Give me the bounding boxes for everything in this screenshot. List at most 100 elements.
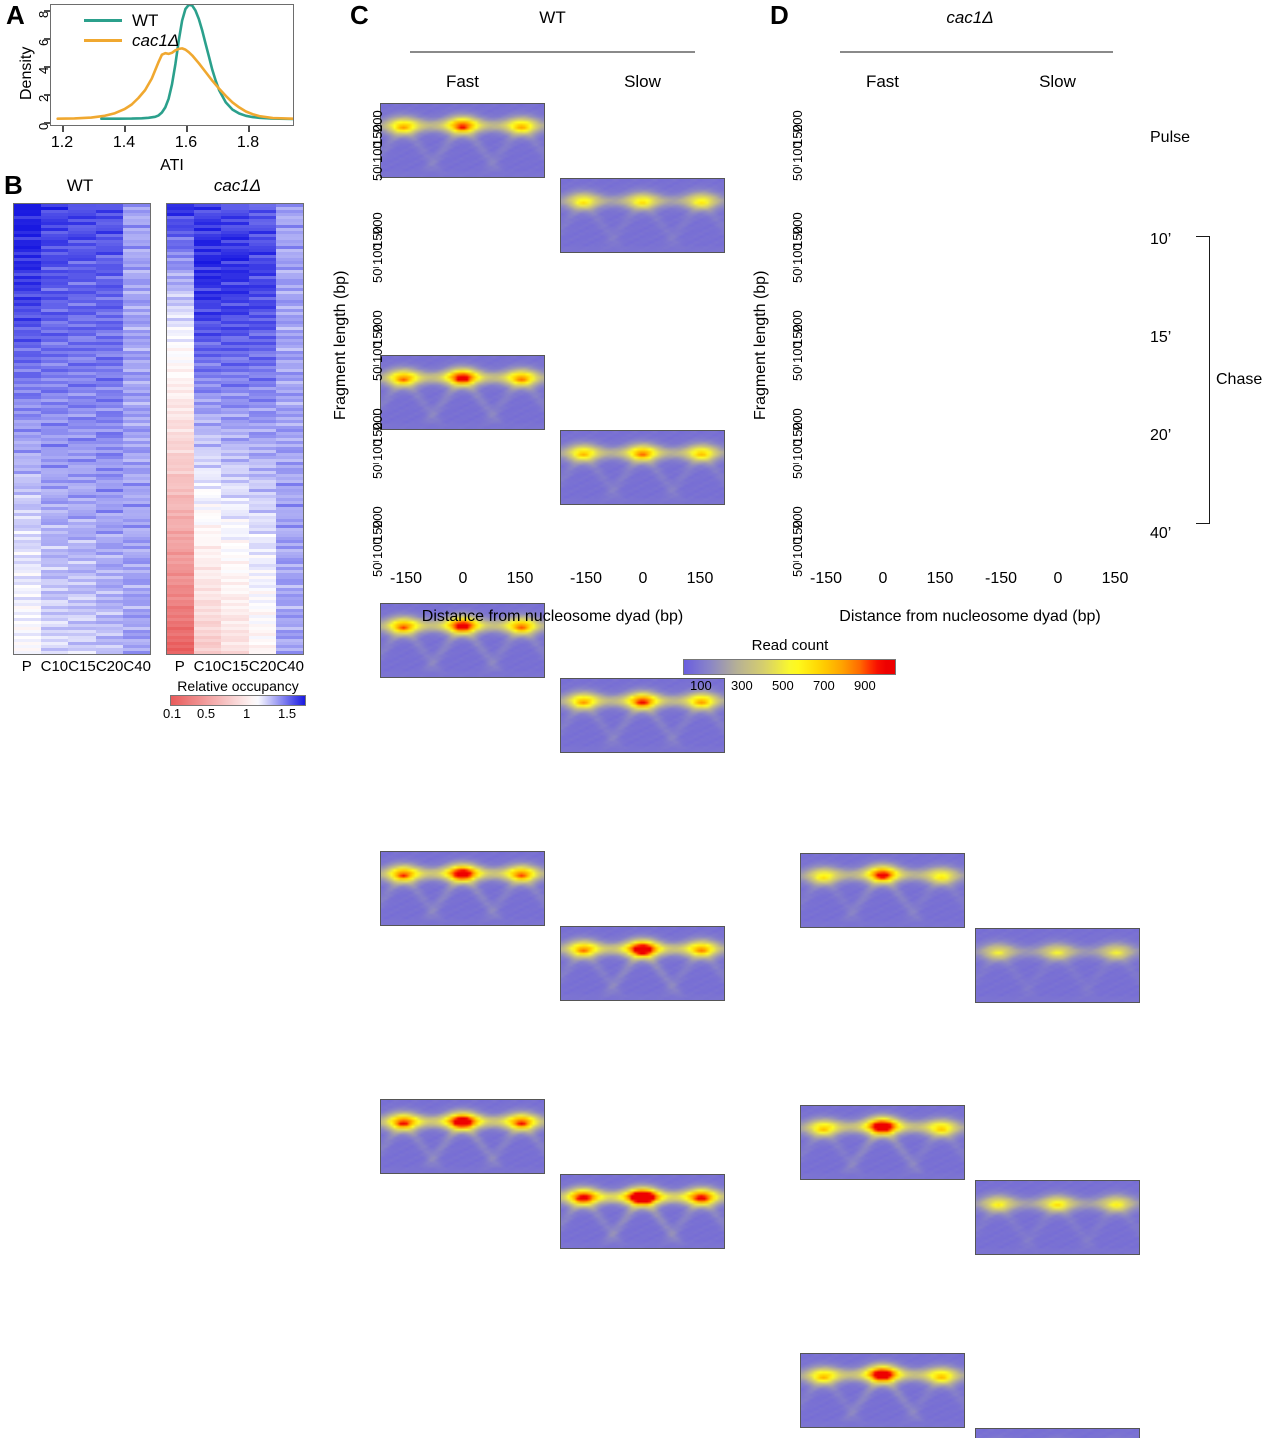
panel-a-ytick-4: 8 bbox=[36, 10, 51, 18]
panel-c-ytickmark bbox=[373, 130, 379, 132]
panel-a-xtick-2: 1.6 bbox=[174, 134, 198, 151]
panel-c-xtick-slow-2: 150 bbox=[686, 570, 714, 587]
panel-d-ytickmark bbox=[793, 164, 799, 166]
panel-d-ytick-50: 50 bbox=[790, 366, 805, 381]
panel-c-tile-Pulse-slow[interactable] bbox=[560, 178, 725, 253]
panel-c-col-title-slow: Slow bbox=[624, 72, 661, 91]
panel-d-ytickmark bbox=[793, 542, 799, 544]
panel-c-ytickmark bbox=[373, 511, 379, 514]
panel-d-group-title: cac1Δ bbox=[946, 8, 994, 27]
panel-a-legend-label-cac1: cac1Δ bbox=[132, 31, 180, 50]
readcount-tick-2: 500 bbox=[772, 678, 794, 693]
panel-a-xtick-1: 1.4 bbox=[112, 134, 136, 151]
panel-c-ytick-100: 100 bbox=[370, 140, 385, 163]
panel-d-tile-10-slow[interactable] bbox=[975, 1180, 1140, 1255]
panel-c-ytick-50: 50 bbox=[370, 464, 385, 479]
panel-c-ytickmark bbox=[373, 248, 379, 250]
panel-a-letter: A bbox=[6, 0, 25, 30]
panel-c-tile-40-fast[interactable] bbox=[380, 1099, 545, 1174]
panel-d-tile-15-fast[interactable] bbox=[800, 1353, 965, 1428]
readcount-colorbar bbox=[683, 659, 896, 675]
panel-b-xlabels-cac1: P C10 C15 C20 C40 bbox=[166, 658, 304, 675]
row-label-Pulse: Pulse bbox=[1150, 128, 1191, 146]
panel-b-col-label-c15: C15 bbox=[68, 658, 96, 675]
panel-c-ytick-50: 50 bbox=[370, 268, 385, 283]
panel-c-tile-20-slow[interactable] bbox=[560, 926, 725, 1001]
panel-d-letter: D bbox=[770, 0, 789, 30]
panel-b-col-label-c10: C10 bbox=[40, 658, 69, 675]
panel-c-ylabel: Fragment length (bp) bbox=[332, 270, 349, 420]
readcount-colorbar-ticks: 100 300 500 700 900 bbox=[683, 678, 896, 696]
panel-d-col-title-slow: Slow bbox=[1039, 72, 1076, 91]
panel-b-heatmap-cac1[interactable] bbox=[166, 203, 304, 655]
panel-a-ytickmark-0 bbox=[44, 122, 50, 124]
panel-b-col-label-c20-2: C20 bbox=[248, 658, 277, 675]
panel-c-ytickmark bbox=[373, 444, 379, 446]
panel-a-xtick-3: 1.8 bbox=[236, 134, 260, 151]
panel-d-ytickmark bbox=[793, 346, 799, 348]
panel-a-xtickmark-0 bbox=[62, 126, 64, 132]
readcount-legend-title: Read count bbox=[751, 637, 829, 654]
panel-c-ytickmark bbox=[373, 232, 379, 234]
panel-b-col-label-p-2: P bbox=[174, 658, 185, 675]
panel-c-tile-10-fast[interactable] bbox=[380, 355, 545, 430]
panel-d-ytick-50: 50 bbox=[790, 268, 805, 283]
panel-b-letter: B bbox=[4, 170, 23, 200]
panel-a-xtickmark-1 bbox=[124, 126, 126, 132]
panel-c-tile-20-fast[interactable] bbox=[380, 851, 545, 926]
panel-c-xtick-slow-0: -150 bbox=[569, 570, 603, 587]
panel-c-tile-Pulse-fast[interactable] bbox=[380, 103, 545, 178]
readcount-tick-4: 900 bbox=[854, 678, 876, 693]
panel-d-ytickmark bbox=[793, 248, 799, 250]
panel-b-col-label-c10-2: C10 bbox=[193, 658, 222, 675]
panel-a-ytickmark-3 bbox=[44, 38, 50, 40]
chase-label: Chase bbox=[1216, 371, 1263, 388]
panel-a-plot-frame bbox=[50, 4, 294, 126]
panel-d-xtick-fast-1: 0 bbox=[878, 570, 888, 587]
panel-d-ytickmark bbox=[793, 232, 799, 234]
panel-c-group-rule bbox=[410, 51, 695, 53]
panel-d-ytick-50: 50 bbox=[790, 464, 805, 479]
panel-d-ytickmark bbox=[793, 526, 799, 528]
panel-c-ytickmark bbox=[373, 164, 379, 166]
row-label-20: 20’ bbox=[1150, 426, 1172, 444]
panel-b-col-label-c40-2: C40 bbox=[276, 658, 304, 675]
readcount-tick-3: 700 bbox=[813, 678, 835, 693]
panel-c-xtick-slow-1: 0 bbox=[638, 570, 648, 587]
panel-c-ytickmark bbox=[373, 330, 379, 332]
panel-d-tile-10-fast[interactable] bbox=[800, 1105, 965, 1180]
panel-c-ytick-100: 100 bbox=[370, 242, 385, 265]
panel-d-tile-Pulse-slow[interactable] bbox=[975, 928, 1140, 1003]
panel-a-legend-swatch-cac1 bbox=[84, 39, 122, 42]
panel-c-tile-10-slow[interactable] bbox=[560, 430, 725, 505]
panel-b-col-label-p: P bbox=[21, 658, 32, 675]
panel-c-ytickmark bbox=[373, 346, 379, 348]
panel-c-ytick-100: 100 bbox=[370, 438, 385, 461]
panel-d-ytickmark bbox=[793, 146, 799, 148]
panel-b-col-label-c20: C20 bbox=[95, 658, 124, 675]
panel-d-tile-15-slow[interactable] bbox=[975, 1428, 1140, 1438]
panel-b-colorbar-ticks: 0.1 0.5 1 1.5 bbox=[163, 706, 313, 722]
panel-d-ytick-100: 100 bbox=[790, 438, 805, 461]
panel-c-ytick-50: 50 bbox=[370, 166, 385, 181]
row-label-10: 10’ bbox=[1150, 230, 1172, 248]
panel-c-tile-15-fast[interactable] bbox=[380, 603, 545, 678]
panel-a-ytick-1: 2 bbox=[36, 94, 51, 102]
panel-a-ytickmark-1 bbox=[44, 94, 50, 96]
panel-d-xtick-slow-2: 150 bbox=[1101, 570, 1129, 587]
panel-d-ytickmark bbox=[793, 266, 799, 268]
panel-d-ytick-100: 100 bbox=[790, 242, 805, 265]
panel-c-ytick-100: 100 bbox=[370, 536, 385, 559]
chase-bracket bbox=[1196, 236, 1210, 524]
panel-a-xtickmark-2 bbox=[186, 126, 188, 132]
panel-c-tile-40-slow[interactable] bbox=[560, 1174, 725, 1249]
panel-b-col-label-c15-2: C15 bbox=[221, 658, 249, 675]
panel-b-heatmap-wt[interactable] bbox=[13, 203, 151, 655]
panel-d-ytickmark bbox=[793, 511, 799, 514]
panel-c-group-title: WT bbox=[539, 8, 566, 27]
panel-d-tile-Pulse-fast[interactable] bbox=[800, 853, 965, 928]
panel-b-title-cac1: cac1Δ bbox=[213, 176, 262, 195]
panel-d-ytickmark bbox=[793, 130, 799, 132]
panel-d-xtick-slow-0: -150 bbox=[984, 570, 1018, 587]
panel-c-xtick-fast-2: 150 bbox=[506, 570, 534, 587]
